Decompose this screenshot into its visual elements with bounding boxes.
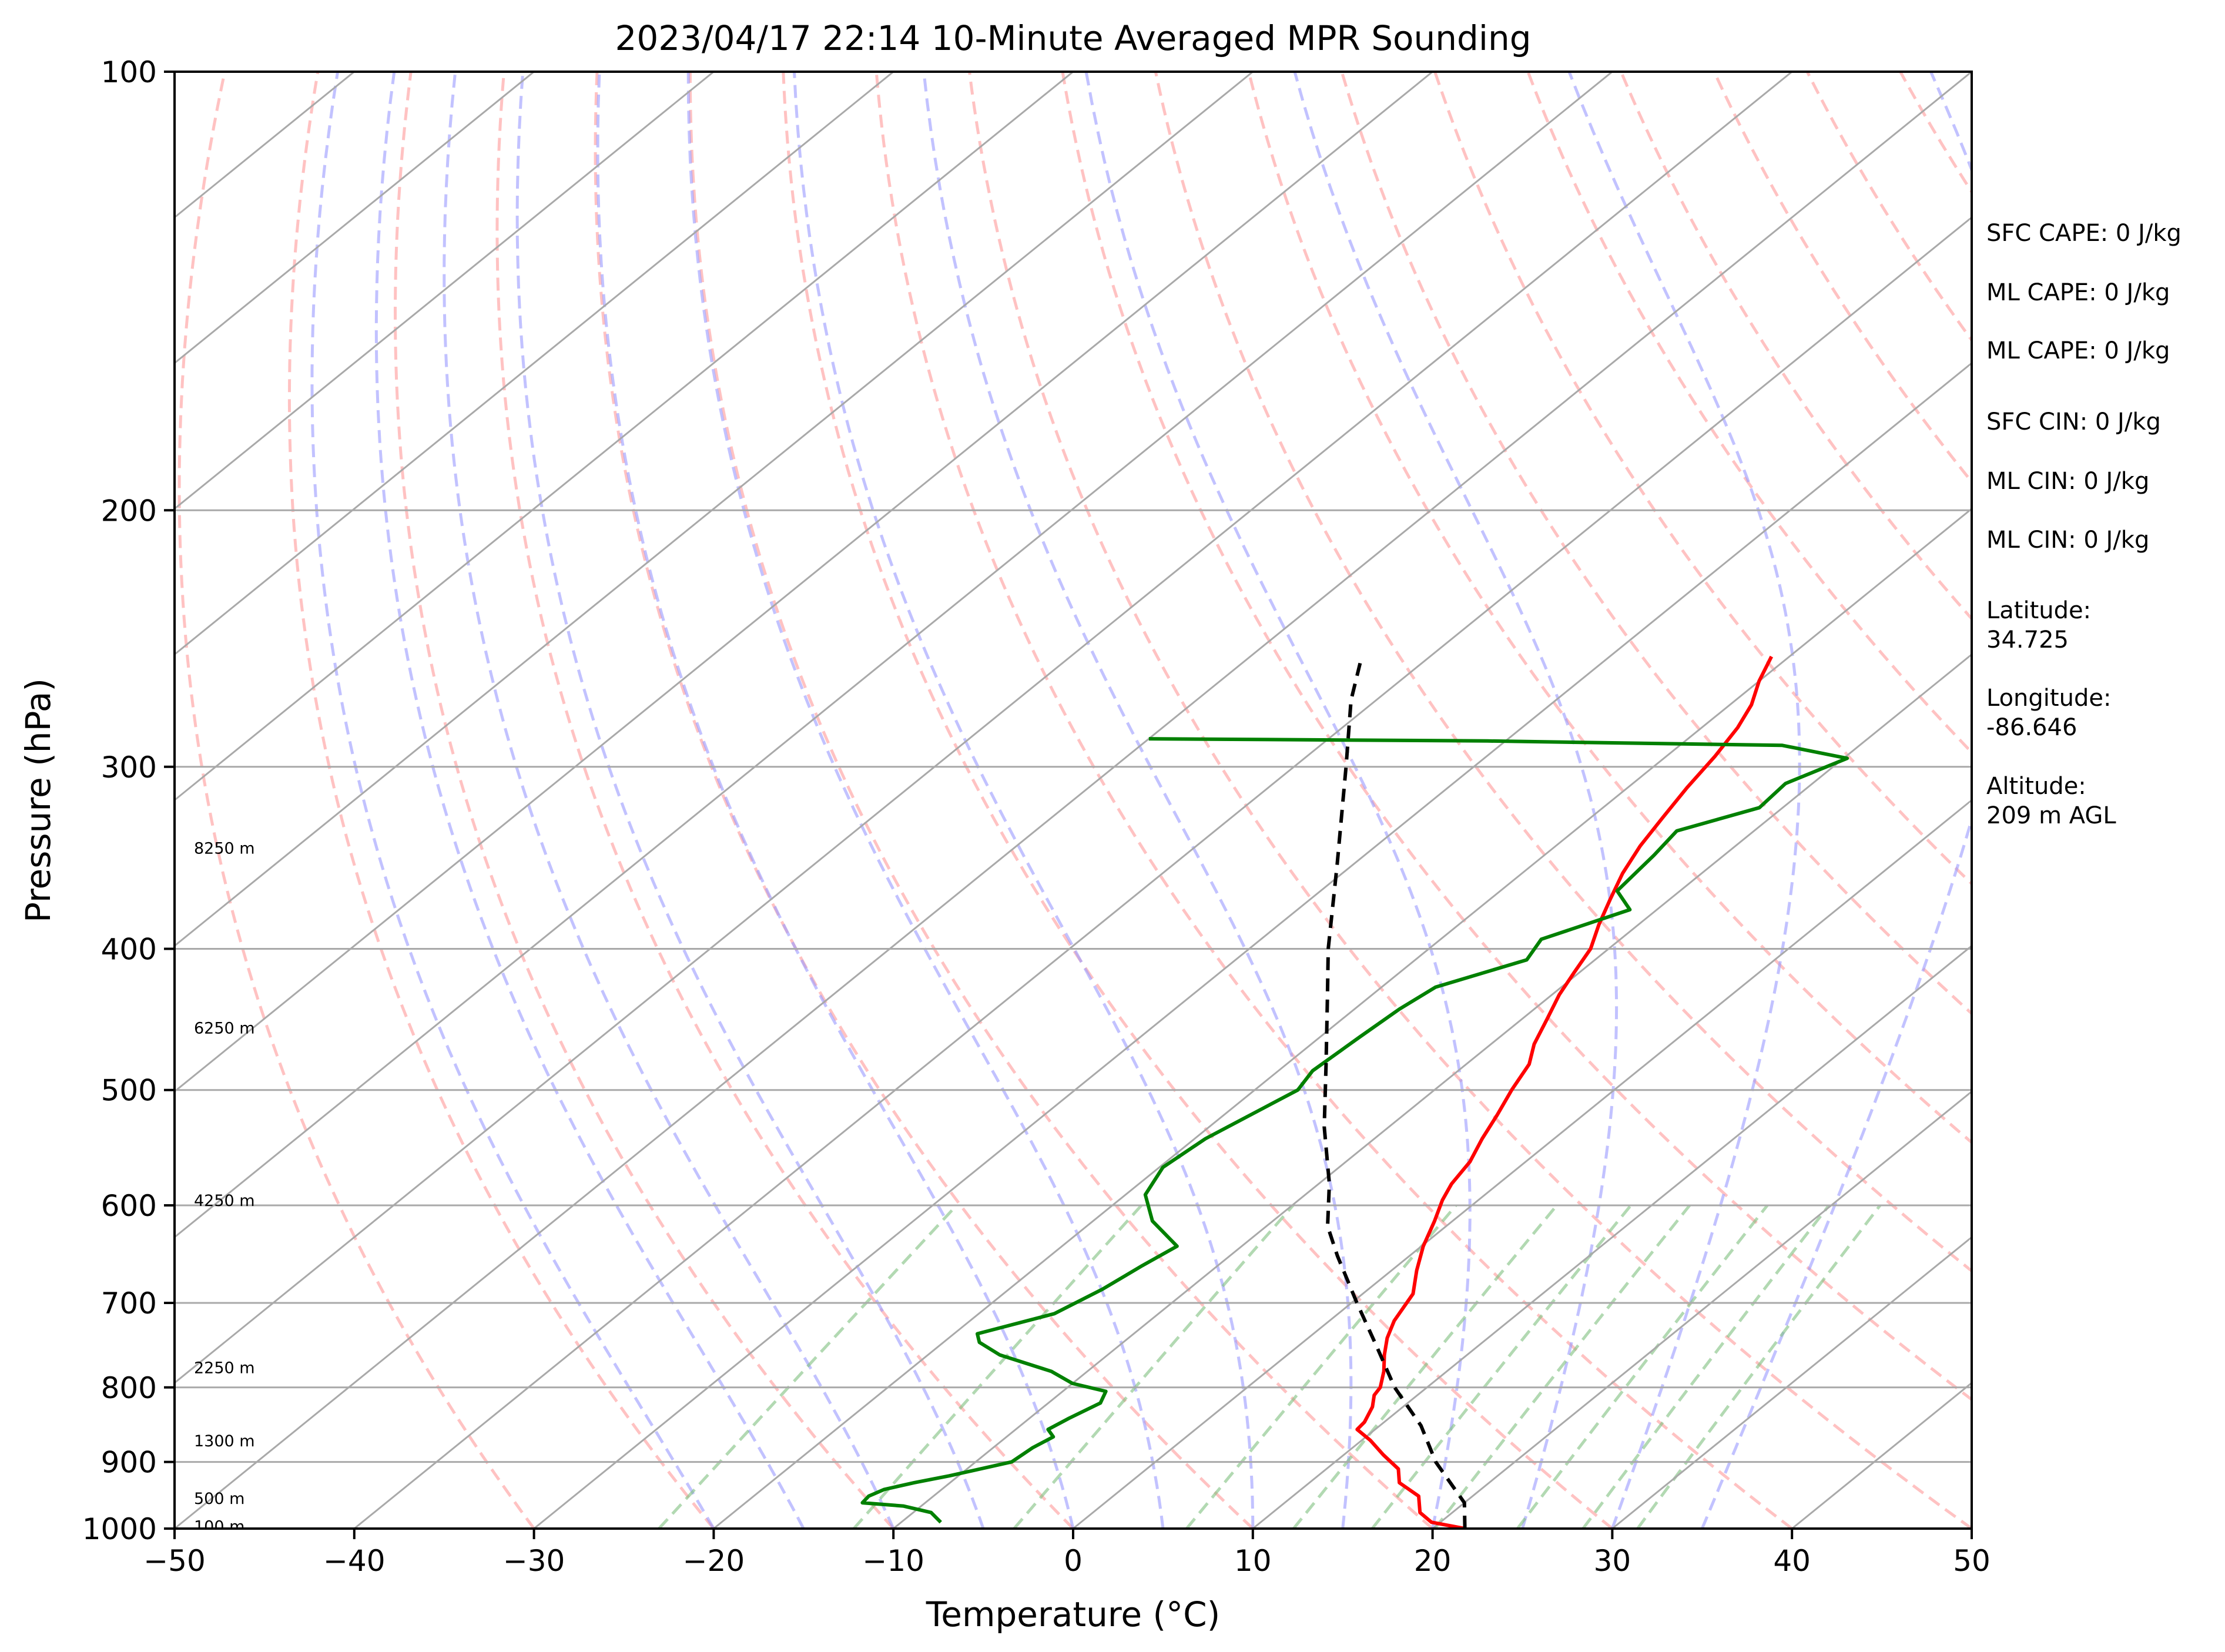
x-tick-label: 30 xyxy=(1594,1544,1631,1578)
dry-adiabat-line xyxy=(2180,72,2225,1529)
x-tick-label: 0 xyxy=(1064,1544,1083,1578)
y-tick-label: 100 xyxy=(101,55,157,89)
height-label: 6250 m xyxy=(194,1019,255,1037)
mixing-ratio-line xyxy=(1294,1205,1557,1529)
x-tick-label: −20 xyxy=(683,1544,745,1578)
side-panel-text: Altitude: xyxy=(1986,773,2086,800)
dry-adiabat-line xyxy=(497,72,1073,1529)
y-tick-label: 400 xyxy=(101,933,157,967)
x-axis-label: Temperature (°C) xyxy=(926,1594,1221,1634)
moist-adiabat-line xyxy=(795,72,1253,1529)
mixing-ratio-line xyxy=(1637,1205,1880,1529)
moist-adiabat-line xyxy=(376,72,803,1529)
x-tick-label: −10 xyxy=(862,1544,924,1578)
y-axis: 1000 900 800 700 600 500 400 300 200 100 xyxy=(82,55,175,1546)
side-panel-text: Longitude: xyxy=(1986,685,2111,712)
height-label: 8250 m xyxy=(194,840,255,858)
dewpoint-trace xyxy=(862,739,1847,1522)
height-label: 2250 m xyxy=(194,1359,255,1378)
moist-adiabat-line xyxy=(1086,72,1470,1529)
moist-adiabat-line xyxy=(517,72,983,1529)
x-tick-label: 10 xyxy=(1234,1544,1272,1578)
moist-adiabat-line xyxy=(312,72,713,1529)
y-tick-label: 500 xyxy=(101,1074,157,1108)
moist-adiabat-line xyxy=(444,72,893,1529)
dry-adiabat-line xyxy=(179,72,534,1529)
y-tick-label: 800 xyxy=(101,1371,157,1405)
temperature-trace xyxy=(1357,656,1771,1529)
x-tick-label: 50 xyxy=(1953,1544,1991,1578)
mixing-ratio-line xyxy=(1187,1205,1456,1529)
side-panel-text: SFC CIN: 0 J/kg xyxy=(1986,408,2161,435)
side-panel-text: ML CIN: 0 J/kg xyxy=(1986,468,2149,495)
x-tick-label: −50 xyxy=(143,1544,206,1578)
chart-title: 2023/04/17 22:14 10-Minute Averaged MPR … xyxy=(615,18,1531,58)
isotherm-line xyxy=(0,72,1073,1529)
isotherm-line xyxy=(0,72,1433,1529)
side-panel-text: ML CIN: 0 J/kg xyxy=(1986,527,2149,554)
side-panel-text: ML CAPE: 0 J/kg xyxy=(1986,337,2170,364)
x-tick-label: 20 xyxy=(1414,1544,1452,1578)
x-axis: −50 −40 −30 −20 −10 0 10 20 30 40 50 xyxy=(143,1529,1991,1578)
x-tick-label: 40 xyxy=(1773,1544,1811,1578)
side-panel-text: Latitude: xyxy=(1986,597,2091,624)
side-panel-text: -86.646 xyxy=(1986,714,2077,741)
parcel-trace xyxy=(1324,656,1465,1529)
y-tick-label: 200 xyxy=(101,494,157,528)
mixing-ratio-line xyxy=(854,1205,1141,1529)
dry-adiabat-line xyxy=(876,72,1792,1529)
moist-adiabat-line xyxy=(924,72,1351,1529)
y-tick-label: 1000 xyxy=(82,1512,157,1546)
side-panel-text: 209 m AGL xyxy=(1986,802,2116,829)
y-axis-label: Pressure (hPa) xyxy=(18,678,58,923)
dry-adiabat-line xyxy=(595,72,1253,1529)
moist-adiabat-line xyxy=(598,72,1073,1529)
y-tick-label: 300 xyxy=(101,750,157,785)
dry-adiabat-line xyxy=(783,72,1613,1529)
plot-area: 100 m 500 m 1300 m 2250 m 4250 m 6250 m 8250 m xyxy=(0,72,2225,1536)
y-tick-label: 700 xyxy=(101,1286,157,1321)
isotherm-line xyxy=(0,72,534,1529)
height-label: 4250 m xyxy=(194,1192,255,1210)
height-label: 1300 m xyxy=(194,1432,255,1450)
side-panel: SFC CAPE: 0 J/kg ML CAPE: 0 J/kg ML CAPE: … xyxy=(1986,220,2182,829)
x-tick-label: −40 xyxy=(323,1544,386,1578)
y-tick-label: 600 xyxy=(101,1189,157,1223)
side-panel-text: SFC CAPE: 0 J/kg xyxy=(1986,220,2182,247)
moist-adiabat-line xyxy=(688,72,1163,1529)
side-panel-text: ML CAPE: 0 J/kg xyxy=(1986,279,2170,306)
height-label: 500 m xyxy=(194,1490,244,1508)
side-panel-text: 34.725 xyxy=(1986,626,2069,654)
mixing-ratio-line xyxy=(1517,1205,1767,1529)
height-label: 100 m xyxy=(194,1518,244,1536)
x-tick-label: −30 xyxy=(503,1544,565,1578)
y-tick-label: 900 xyxy=(101,1446,157,1480)
moist-adiabat-line xyxy=(1702,72,2031,1529)
